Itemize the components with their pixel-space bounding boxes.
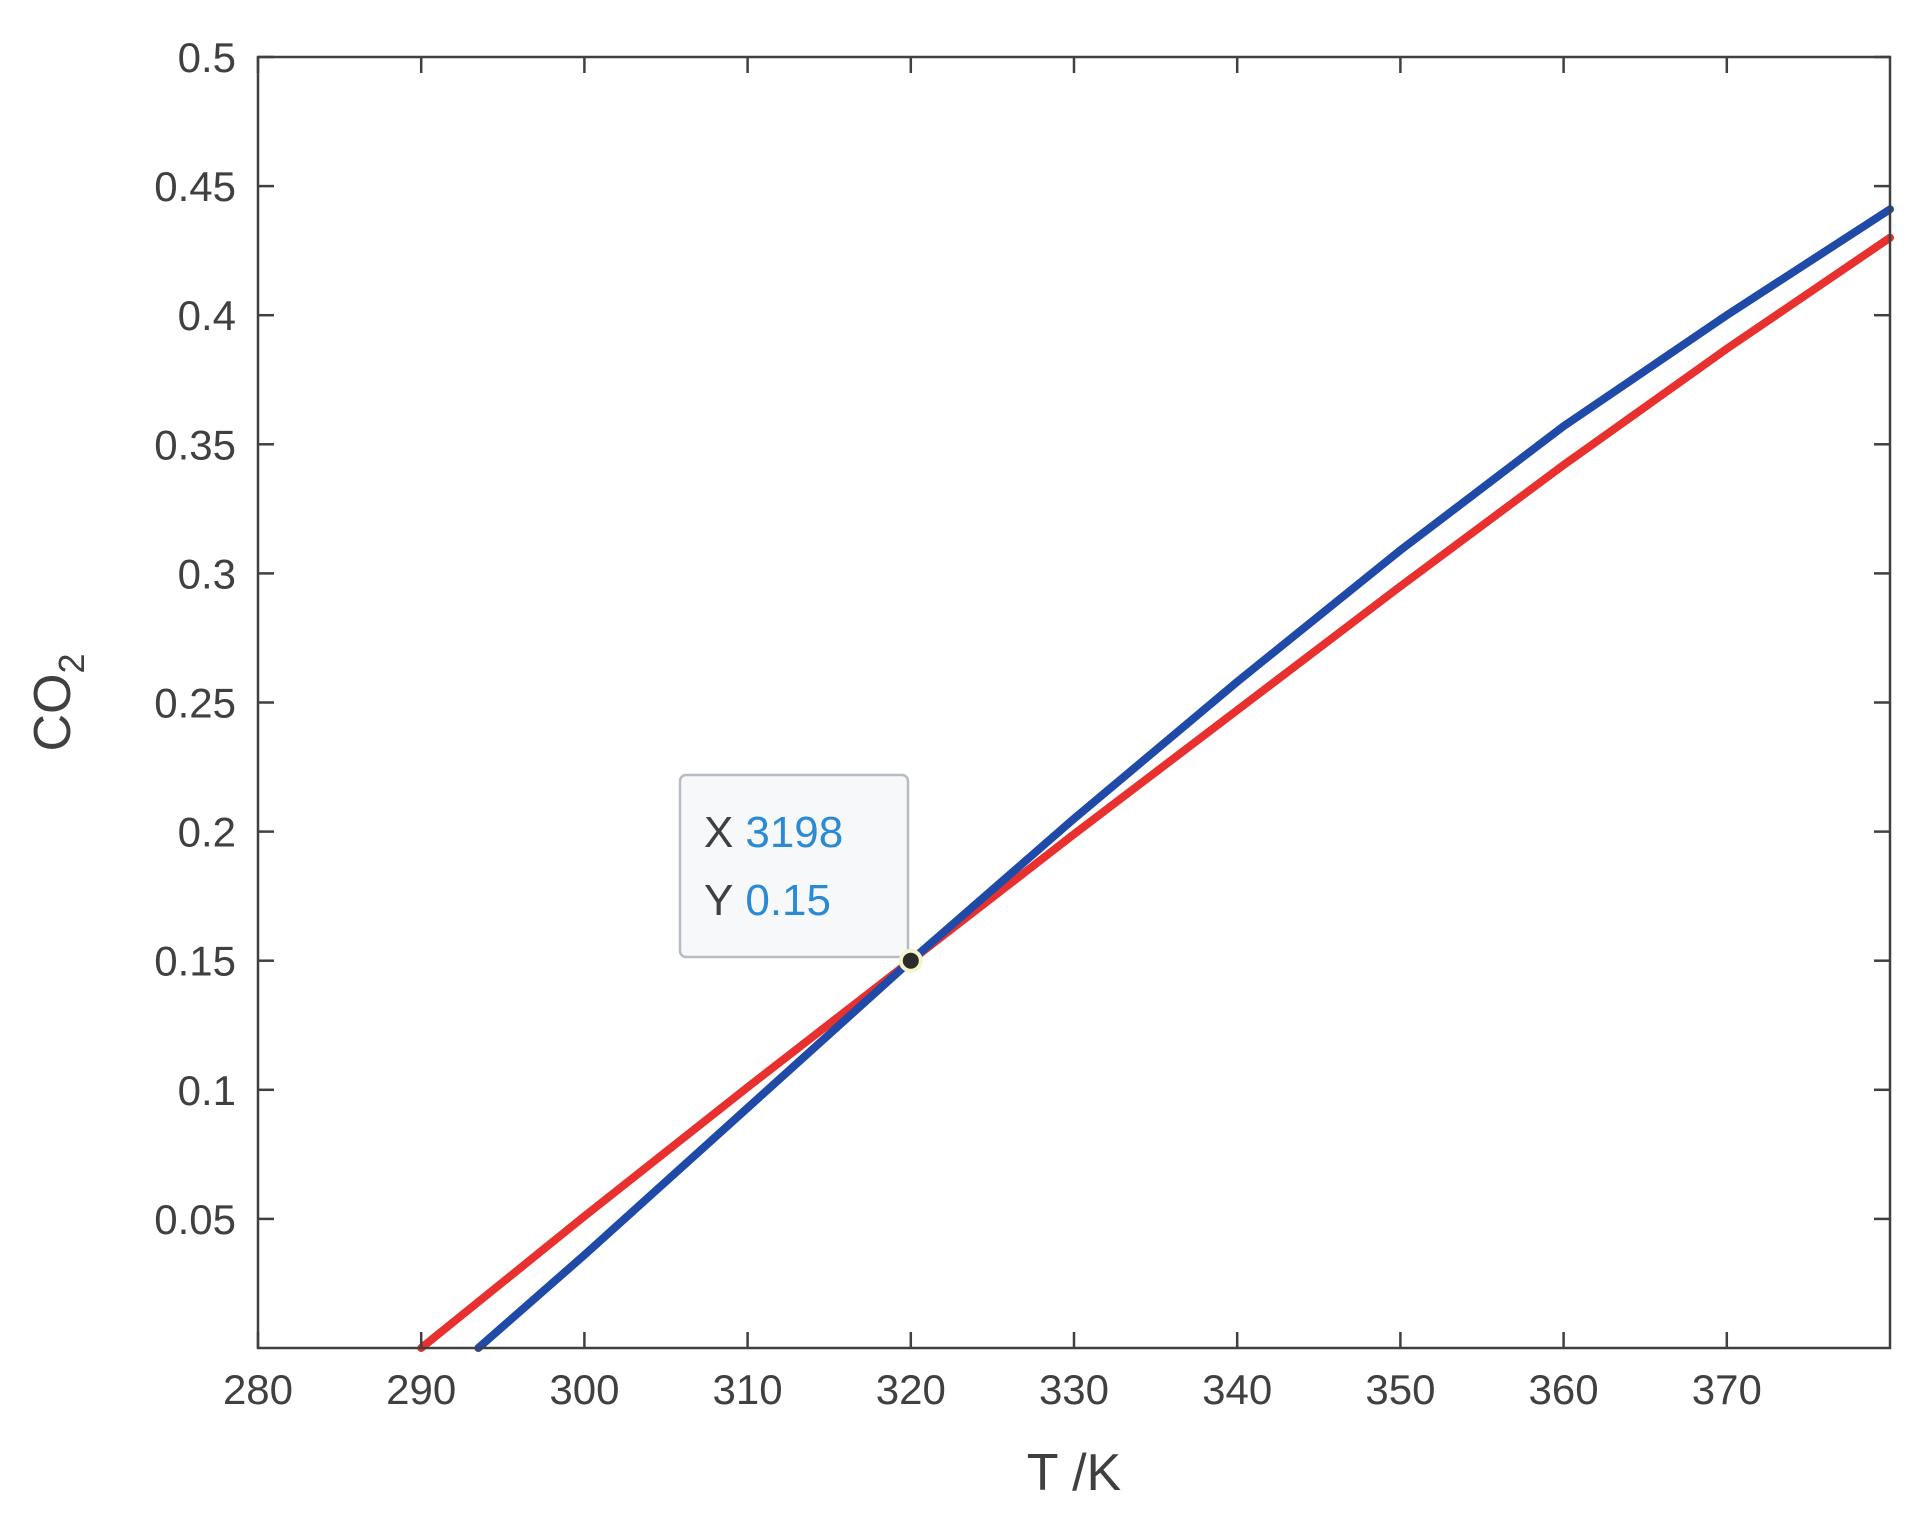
data-tip-marker[interactable] xyxy=(898,948,923,973)
x-tick-label: 320 xyxy=(876,1366,946,1413)
y-axis-label-subscript: 2 xyxy=(51,653,92,673)
x-tick-label: 340 xyxy=(1202,1366,1272,1413)
data-tip[interactable]: X 3198 Y 0.15 xyxy=(678,773,923,973)
data-tip-y-row: Y 0.15 xyxy=(704,876,831,925)
x-tick-label: 330 xyxy=(1039,1366,1109,1413)
tick-labels: 280 290 300 310 320 330 340 350 360 370 0.05 0.1 0.1… xyxy=(154,34,1762,1413)
y-tick-label: 0.3 xyxy=(178,550,236,597)
y-tick-label: 0.45 xyxy=(154,163,236,210)
y-tick-label: 0.4 xyxy=(178,292,236,339)
y-axis-label: CO2 xyxy=(24,653,92,751)
y-tick-label: 0.35 xyxy=(154,421,236,468)
series-layer xyxy=(417,205,1894,1352)
series-line-2 xyxy=(474,205,1894,1352)
y-tick-label: 0.2 xyxy=(178,809,236,856)
y-tick-label: 0.05 xyxy=(154,1196,236,1243)
data-tip-x-row: X 3198 xyxy=(704,808,843,857)
y-tick-label: 0.25 xyxy=(154,680,236,727)
x-tick-label: 280 xyxy=(223,1366,293,1413)
data-tip-box xyxy=(678,773,910,959)
x-axis-label: T /K xyxy=(1027,1444,1122,1502)
y-tick-label: 0.15 xyxy=(154,938,236,985)
series-line-1 xyxy=(417,233,1894,1352)
data-tip-x-value: 3198 xyxy=(745,808,843,857)
x-tick-label: 350 xyxy=(1365,1366,1435,1413)
y-axis-label-main: CO xyxy=(24,674,82,752)
data-tip-y-label: Y xyxy=(704,876,733,925)
y-tick-label: 0.5 xyxy=(178,34,236,81)
y-tick-label: 0.1 xyxy=(178,1067,236,1114)
x-tick-label: 370 xyxy=(1692,1366,1762,1413)
plot-area xyxy=(258,57,1890,1348)
axes-box xyxy=(256,55,1892,1350)
x-tick-label: 360 xyxy=(1529,1366,1599,1413)
x-tick-label: 310 xyxy=(713,1366,783,1413)
x-tick-label: 300 xyxy=(549,1366,619,1413)
data-tip-y-value: 0.15 xyxy=(745,876,831,925)
data-tip-x-label: X xyxy=(704,808,733,857)
x-tick-label: 290 xyxy=(386,1366,456,1413)
